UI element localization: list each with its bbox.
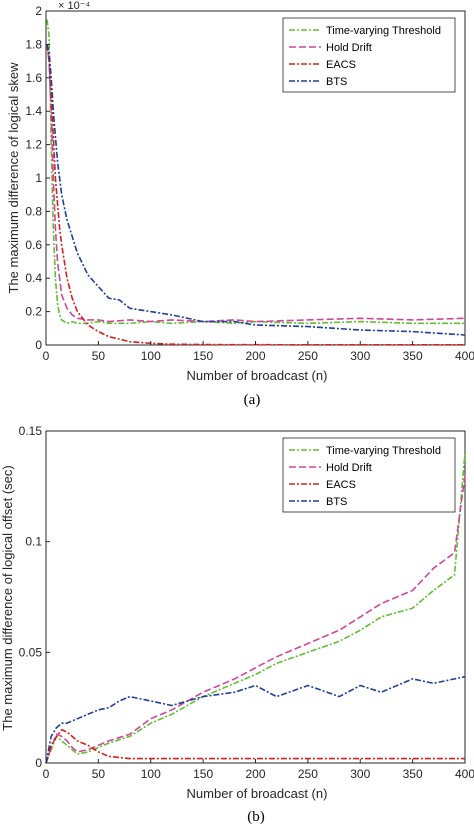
chart-b-x-axis-label: Number of broadcast (n) [187,786,328,801]
chart-b-legend-label: Time-varying Threshold [326,445,441,457]
chart-b-y-axis-label: The maximum difference of logical offset… [0,465,15,730]
chart-b-y-tick-label: 0.1 [25,535,42,549]
chart-b-y-tick-label: 0.05 [19,645,43,659]
chart-a-x-ticks: 0 50 100 150 200 250 300 350 400 [43,341,474,363]
chart-b: 0 50 100 150 200 250 300 350 400 0 0.05 0.1 0.15 Nu… [0,424,474,825]
chart-b-legend: Time-varying Threshold Hold Drift EACS BTS [282,437,456,513]
chart-b-y-tick-label: 0.15 [19,424,43,438]
chart-b-series-hold-drift [45,475,466,764]
chart-a-legend-label: Time-varying Threshold [326,25,441,37]
chart-a-legend-label: Hold Drift [326,42,372,54]
chart-a-series-bts [46,44,466,336]
chart-b-x-tick-label: 400 [455,767,474,781]
chart-a-x-tick-label: 200 [245,349,265,363]
chart-a-y-axis-label: The maximum difference of logical skew [6,62,21,294]
chart-a-y-tick-label: 0.8 [25,204,42,218]
chart-a-y-tick-label: 2 [35,4,42,18]
chart-a-x-tick-label: 400 [455,349,474,363]
chart-a-y-tick-label: 1 [35,171,42,185]
chart-a-x-tick-label: 100 [141,349,161,363]
chart-b-legend-label: EACS [326,479,356,491]
chart-a-x-tick-label: 150 [193,349,213,363]
chart-a: 0 50 100 150 200 250 300 350 400 0 0.2 0.4 0.6 0.8 1 1… [6,0,474,408]
chart-a-y-tick-label: 0.6 [25,238,42,252]
chart-b-legend-box [282,437,456,513]
chart-a-x-tick-label: 0 [43,349,50,363]
chart-a-legend-label: BTS [326,76,347,88]
chart-b-x-ticks: 0 50 100 150 200 250 300 350 400 [43,759,474,781]
chart-a-legend-box [282,17,456,93]
chart-a-x-tick-label: 350 [403,349,423,363]
chart-b-y-tick-label: 0 [35,756,42,770]
chart-b-x-tick-label: 250 [298,767,318,781]
chart-a-y-tick-label: 1.6 [25,71,42,85]
chart-a-legend-label: EACS [326,59,356,71]
chart-b-y-ticks: 0 0.05 0.1 0.15 [19,424,50,770]
chart-b-series-eacs [45,728,465,764]
chart-b-series-bts [45,675,466,764]
chart-a-y-tick-label: 0 [35,338,42,352]
chart-a-y-tick-label: 1.4 [25,104,42,118]
chart-a-series-lines [46,19,466,346]
chart-a-x-tick-label: 50 [92,349,106,363]
chart-b-series-lines [45,453,466,764]
chart-b-x-tick-label: 150 [193,767,213,781]
chart-a-y-ticks: 0 0.2 0.4 0.6 0.8 1 1.2 1.4 1.6 1.8 2 [25,4,50,352]
chart-b-caption: (b) [247,809,265,825]
chart-b-x-tick-label: 100 [141,767,161,781]
chart-a-legend: Time-varying Threshold Hold Drift EACS BTS [282,17,456,93]
chart-b-x-tick-label: 0 [43,767,50,781]
chart-a-y-tick-label: 1.8 [25,37,42,51]
chart-a-caption: (a) [244,392,261,408]
chart-a-y-exponent: × 10⁻⁴ [58,0,91,12]
chart-b-legend-label: BTS [326,496,347,508]
chart-a-series-hold-drift [46,44,466,323]
chart-a-series-eacs [46,44,465,346]
chart-a-y-tick-label: 0.4 [25,271,42,285]
chart-a-y-tick-label: 1.2 [25,138,42,152]
chart-b-x-tick-label: 300 [350,767,370,781]
chart-a-x-axis-label: Number of broadcast (n) [187,368,328,383]
chart-a-y-tick-label: 0.2 [25,305,42,319]
chart-b-x-tick-label: 200 [245,767,265,781]
chart-b-x-tick-label: 50 [92,767,106,781]
chart-a-series-time-varying-threshold [46,19,465,325]
chart-a-x-tick-label: 250 [298,349,318,363]
chart-b-legend-label: Hold Drift [326,462,372,474]
chart-b-series-time-varying-threshold [45,453,466,764]
chart-b-x-tick-label: 350 [403,767,423,781]
chart-a-x-tick-label: 300 [350,349,370,363]
